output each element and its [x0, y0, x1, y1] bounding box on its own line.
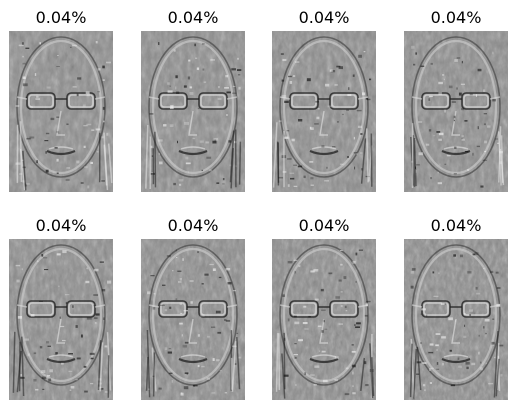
eigenface-texture: [141, 239, 245, 400]
eigenface-texture: [141, 31, 245, 192]
panel-caption: 0.04%: [298, 8, 350, 27]
eigenface-texture: [404, 31, 508, 192]
panel-caption: 0.04%: [35, 216, 87, 235]
panel-caption: 0.04%: [430, 216, 482, 235]
eigenface-image: [141, 239, 245, 400]
eigenface-texture: [272, 31, 376, 192]
panel-caption: 0.04%: [167, 8, 219, 27]
eigenface-image: [404, 31, 508, 192]
eigenface-image: [272, 239, 376, 400]
eigenface-image: [9, 31, 113, 192]
eigenface-image: [141, 31, 245, 192]
panel-caption: 0.04%: [167, 216, 219, 235]
eigenface-image: [9, 239, 113, 400]
panel-caption: 0.04%: [35, 8, 87, 27]
eigenface-texture: [9, 239, 113, 400]
eigenface-image: [272, 31, 376, 192]
panel-caption: 0.04%: [430, 8, 482, 27]
eigenface-image: [404, 239, 508, 400]
eigenface-texture: [272, 239, 376, 400]
eigenface-texture: [9, 31, 113, 192]
panel-caption: 0.04%: [298, 216, 350, 235]
eigenface-texture: [404, 239, 508, 400]
